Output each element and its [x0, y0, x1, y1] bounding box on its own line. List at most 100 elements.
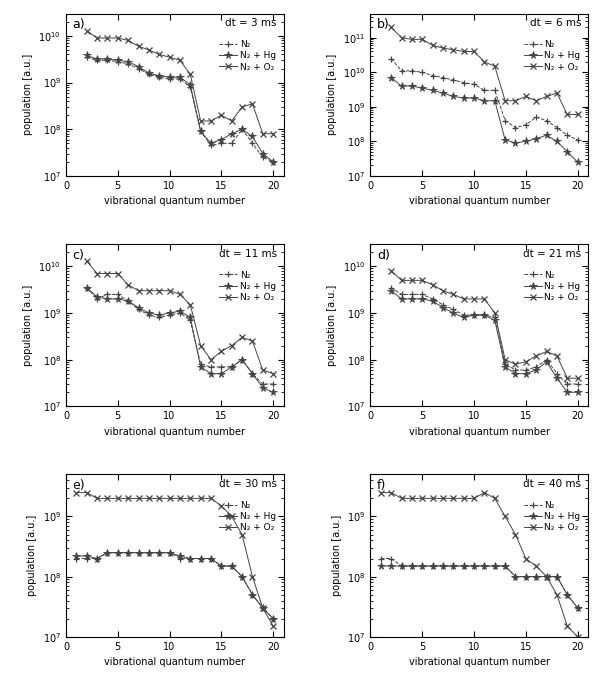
N₂ — [450, 562, 457, 570]
N₂ + Hg — [574, 604, 581, 612]
Line: N₂ + Hg: N₂ + Hg — [377, 563, 581, 612]
N₂ — [512, 573, 519, 581]
N₂ + O₂ — [543, 93, 550, 101]
N₂ + O₂ — [563, 622, 571, 630]
N₂ + O₂ — [155, 494, 163, 503]
N₂ — [125, 297, 132, 305]
N₂ + O₂ — [176, 290, 184, 298]
Text: dt = 6 ms: dt = 6 ms — [530, 18, 581, 29]
N₂ + Hg — [176, 307, 184, 315]
N₂ — [269, 614, 277, 622]
N₂ — [114, 290, 121, 298]
N₂ + O₂ — [439, 494, 446, 503]
N₂ + Hg — [114, 57, 121, 65]
Text: dt = 30 ms: dt = 30 ms — [219, 479, 277, 490]
N₂ — [543, 116, 550, 125]
Line: N₂: N₂ — [73, 550, 276, 622]
N₂ + O₂ — [460, 48, 467, 56]
N₂ + Hg — [114, 295, 121, 303]
N₂ + O₂ — [377, 488, 385, 496]
N₂ + O₂ — [388, 267, 395, 275]
N₂ + Hg — [398, 562, 405, 570]
N₂ — [104, 57, 111, 65]
N₂ + O₂ — [419, 276, 426, 285]
N₂ — [208, 363, 215, 371]
N₂ + Hg — [574, 158, 581, 166]
N₂ + Hg — [543, 131, 550, 140]
N₂ + Hg — [269, 614, 277, 622]
N₂ + Hg — [470, 311, 478, 319]
N₂ — [533, 113, 540, 121]
N₂ + Hg — [460, 313, 467, 321]
N₂ + O₂ — [450, 46, 457, 54]
N₂ + Hg — [398, 82, 405, 90]
N₂ — [533, 573, 540, 581]
N₂ + Hg — [377, 562, 385, 570]
N₂ — [533, 363, 540, 371]
N₂ + O₂ — [197, 494, 204, 503]
N₂ + O₂ — [491, 309, 499, 317]
N₂ — [94, 295, 101, 303]
N₂ + Hg — [197, 127, 204, 136]
N₂ — [429, 295, 436, 303]
N₂ + O₂ — [166, 53, 173, 61]
N₂ + O₂ — [522, 93, 529, 101]
Line: N₂ + O₂: N₂ + O₂ — [83, 258, 276, 377]
N₂ — [83, 554, 91, 563]
N₂ + Hg — [491, 562, 499, 570]
N₂ — [197, 127, 204, 136]
N₂ — [574, 604, 581, 612]
N₂ — [553, 370, 560, 378]
N₂ + O₂ — [512, 97, 519, 105]
N₂ + Hg — [419, 562, 426, 570]
N₂ + O₂ — [228, 341, 235, 349]
N₂ — [553, 123, 560, 131]
N₂ — [269, 380, 277, 388]
N₂ — [377, 554, 385, 563]
N₂ + O₂ — [135, 494, 142, 503]
Line: N₂ + O₂: N₂ + O₂ — [378, 490, 581, 640]
N₂ — [522, 121, 529, 129]
N₂ + O₂ — [259, 366, 266, 374]
Text: b): b) — [377, 18, 390, 31]
N₂ + O₂ — [419, 35, 426, 44]
N₂ — [574, 136, 581, 144]
N₂ + O₂ — [429, 494, 436, 503]
N₂ + O₂ — [543, 573, 550, 581]
N₂ — [83, 53, 91, 61]
N₂ + O₂ — [197, 117, 204, 125]
N₂ + O₂ — [429, 281, 436, 289]
N₂ — [398, 562, 405, 570]
Legend: N₂, N₂ + Hg, N₂ + O₂: N₂, N₂ + Hg, N₂ + O₂ — [215, 37, 280, 76]
Y-axis label: population [a.u.]: population [a.u.] — [328, 54, 337, 136]
Line: N₂: N₂ — [378, 556, 581, 611]
N₂ + Hg — [481, 97, 488, 105]
Y-axis label: population [a.u.]: population [a.u.] — [328, 285, 337, 366]
N₂ + Hg — [481, 311, 488, 319]
N₂ — [450, 305, 457, 313]
N₂ + O₂ — [104, 270, 111, 278]
N₂ — [249, 139, 256, 147]
N₂ + O₂ — [155, 50, 163, 59]
N₂ — [409, 67, 416, 75]
N₂ + O₂ — [125, 494, 132, 503]
N₂ + O₂ — [481, 295, 488, 303]
N₂ + Hg — [166, 73, 173, 81]
N₂ + O₂ — [166, 287, 173, 295]
N₂ + Hg — [166, 549, 173, 557]
N₂ + O₂ — [208, 117, 215, 125]
N₂ + O₂ — [104, 494, 111, 503]
N₂ + O₂ — [249, 337, 256, 345]
N₂ + O₂ — [218, 347, 225, 355]
N₂ — [502, 360, 509, 368]
N₂ + Hg — [135, 304, 142, 312]
N₂ — [563, 131, 571, 140]
N₂ + O₂ — [470, 48, 478, 56]
N₂ — [104, 290, 111, 298]
N₂ + Hg — [450, 93, 457, 101]
N₂ — [187, 316, 194, 324]
Line: N₂: N₂ — [388, 55, 581, 143]
N₂ — [491, 562, 499, 570]
Text: e): e) — [73, 479, 85, 492]
N₂ — [259, 153, 266, 161]
